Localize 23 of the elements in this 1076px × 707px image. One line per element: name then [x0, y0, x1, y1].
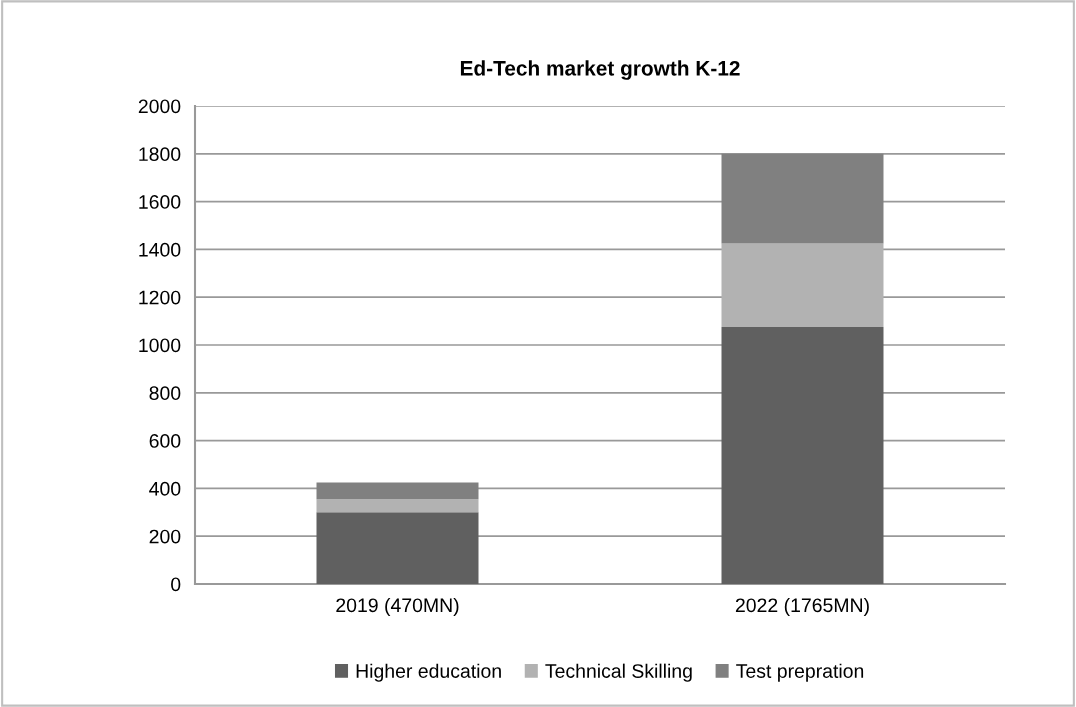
legend-label: Technical Skilling	[545, 663, 692, 682]
y-tick-label: 600	[149, 434, 181, 448]
y-tick-label: 2000	[138, 99, 181, 114]
y-tick-label: 1200	[139, 290, 181, 305]
y-tick-label: 1800	[139, 147, 181, 162]
y-tick-label: 0	[171, 577, 181, 592]
bar	[316, 512, 479, 584]
y-tick-label: 1400	[139, 242, 181, 257]
bar	[721, 243, 884, 328]
y-tick-label: 400	[149, 481, 181, 496]
y-tick-label: 800	[149, 386, 181, 401]
bar	[721, 153, 884, 244]
legend-label: Test prepration	[736, 663, 864, 682]
y-tick-label: 200	[149, 529, 181, 544]
bar	[721, 327, 884, 584]
chart-title: Ed-Tech market growth K-12	[460, 60, 740, 80]
legend-label: Higher education	[356, 663, 501, 682]
y-tick-label: 1600	[139, 195, 181, 209]
x-tick-label: 2019 (470MN)	[336, 597, 459, 617]
bar	[316, 499, 479, 513]
bar	[316, 482, 479, 500]
y-tick-label: 1000	[139, 338, 181, 353]
x-tick-label: 2022 (1765MN)	[735, 597, 869, 617]
